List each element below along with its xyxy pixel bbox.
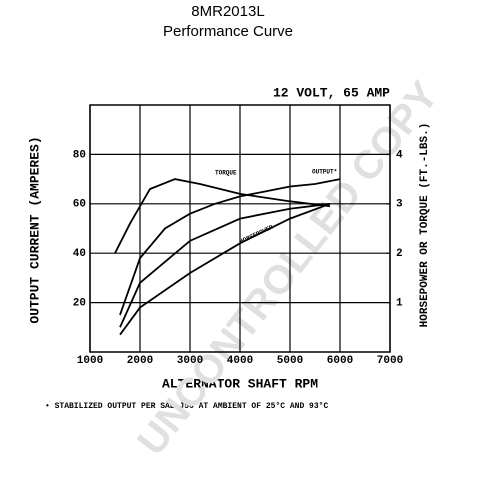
x-tick-label: 4000 <box>227 355 253 367</box>
series-line <box>119 202 331 336</box>
x-tick-label: 1000 <box>77 355 103 367</box>
y2-tick-label: 3 <box>396 199 403 211</box>
y2-tick-label: 4 <box>396 149 403 161</box>
y-tick-label: 20 <box>73 298 86 310</box>
footnote: • STABILIZED OUTPUT PER SAE J56 AT AMBIE… <box>45 402 328 411</box>
x-tick-label: 7000 <box>377 355 403 367</box>
x-tick-label: 5000 <box>277 355 303 367</box>
y-tick-label: 80 <box>73 149 86 161</box>
series-line <box>119 202 331 328</box>
x-tick-label: 3000 <box>177 355 203 367</box>
y-tick-label: 40 <box>73 248 86 260</box>
x-tick-label: 6000 <box>327 355 353 367</box>
annotation: 12 VOLT, 65 AMP <box>273 85 390 100</box>
y2-axis-label: HORSEPOWER OR TORQUE (FT.-LBS.) <box>419 123 431 328</box>
chart-subtitle: Performance Curve <box>163 23 293 40</box>
y-tick-label: 60 <box>73 199 86 211</box>
series-label: OUTPUT* <box>312 169 337 176</box>
series-line <box>119 178 341 316</box>
series-line <box>114 178 331 254</box>
series-label: HORSEPOWER <box>239 224 275 246</box>
series-label: TORQUE <box>215 170 237 177</box>
x-axis-label: ALTERNATOR SHAFT RPM <box>162 376 318 391</box>
y2-tick-label: 2 <box>396 248 403 260</box>
y-axis-label: OUTPUT CURRENT (AMPERES) <box>27 136 42 323</box>
x-tick-label: 2000 <box>127 355 153 367</box>
y2-tick-label: 1 <box>396 298 403 310</box>
chart-title: 8MR2013L <box>191 3 264 20</box>
